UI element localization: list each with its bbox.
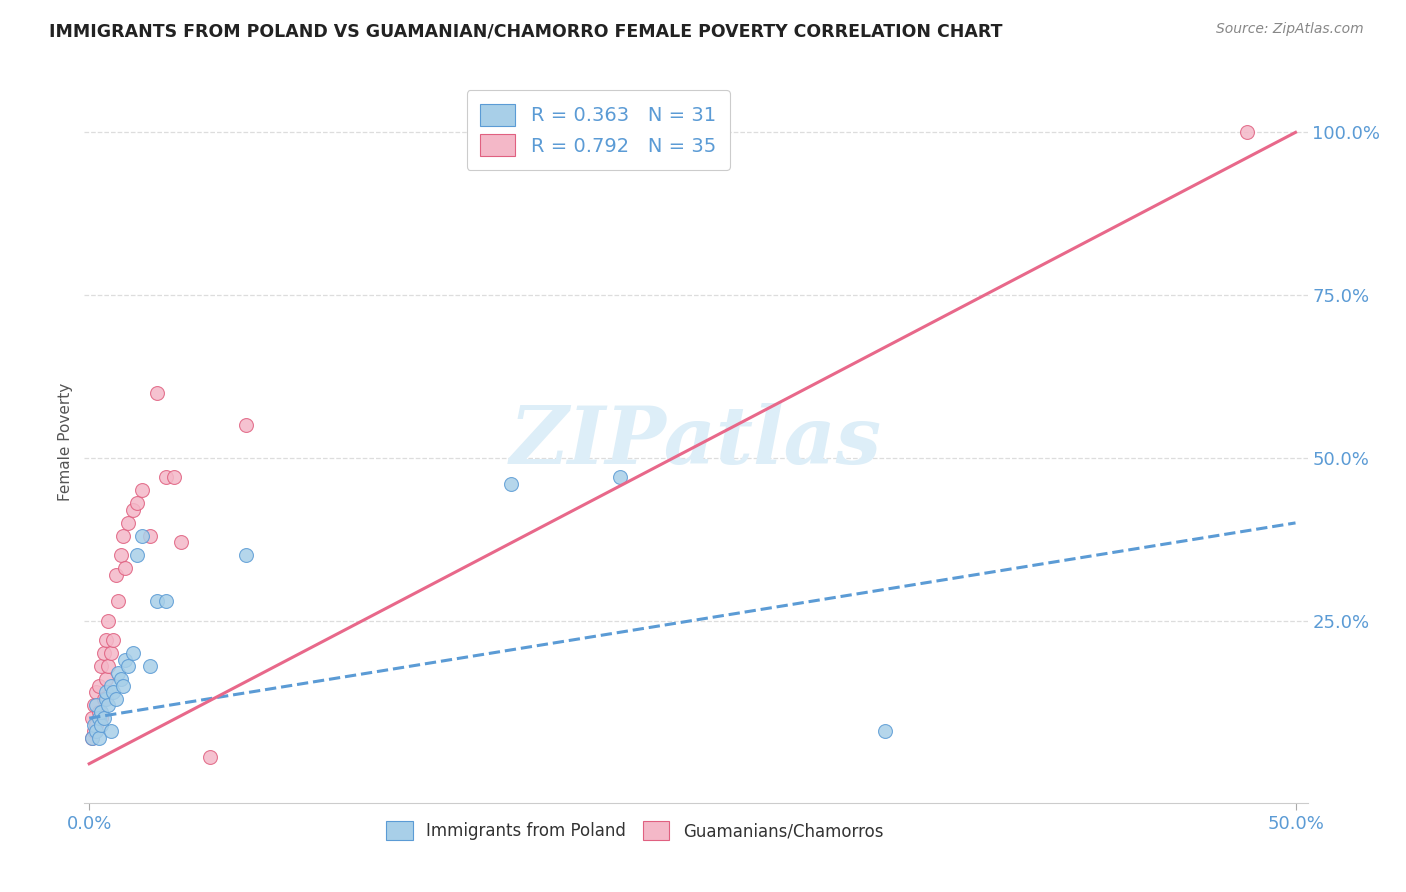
Point bbox=[97, 614, 120, 628]
Point bbox=[170, 535, 193, 549]
Point bbox=[138, 529, 160, 543]
Point bbox=[80, 711, 103, 725]
Point bbox=[121, 646, 143, 660]
Point bbox=[131, 483, 153, 498]
Point bbox=[145, 385, 167, 400]
Point bbox=[117, 516, 139, 530]
Point bbox=[235, 418, 257, 433]
Point bbox=[501, 476, 523, 491]
Point bbox=[94, 691, 117, 706]
Point bbox=[162, 470, 184, 484]
Point bbox=[111, 529, 134, 543]
Point bbox=[86, 698, 108, 713]
Point bbox=[90, 659, 112, 673]
Point bbox=[145, 594, 167, 608]
Point bbox=[107, 665, 129, 680]
Point bbox=[117, 659, 139, 673]
Point bbox=[121, 503, 143, 517]
Point bbox=[93, 711, 115, 725]
Point bbox=[90, 717, 112, 731]
Point bbox=[107, 594, 129, 608]
Point bbox=[104, 691, 127, 706]
Point bbox=[87, 679, 110, 693]
Point bbox=[86, 685, 108, 699]
Point bbox=[875, 724, 897, 739]
Text: IMMIGRANTS FROM POLAND VS GUAMANIAN/CHAMORRO FEMALE POVERTY CORRELATION CHART: IMMIGRANTS FROM POLAND VS GUAMANIAN/CHAM… bbox=[49, 22, 1002, 40]
Point bbox=[138, 659, 160, 673]
Point bbox=[83, 724, 105, 739]
Point bbox=[110, 672, 132, 686]
Point bbox=[198, 750, 221, 764]
Y-axis label: Female Poverty: Female Poverty bbox=[58, 383, 73, 500]
Point bbox=[100, 679, 122, 693]
Point bbox=[235, 549, 257, 563]
Point bbox=[94, 672, 117, 686]
Point bbox=[155, 470, 177, 484]
Point bbox=[609, 470, 631, 484]
Point bbox=[100, 646, 122, 660]
Point bbox=[111, 679, 134, 693]
Point bbox=[86, 717, 108, 731]
Point bbox=[127, 549, 149, 563]
Point bbox=[80, 731, 103, 745]
Point bbox=[155, 594, 177, 608]
Point bbox=[87, 705, 110, 719]
Point bbox=[93, 646, 115, 660]
Point bbox=[114, 561, 136, 575]
Point bbox=[87, 711, 110, 725]
Point bbox=[83, 698, 105, 713]
Point bbox=[110, 549, 132, 563]
Text: ZIPatlas: ZIPatlas bbox=[510, 403, 882, 480]
Point bbox=[93, 691, 115, 706]
Point bbox=[83, 717, 105, 731]
Point bbox=[97, 698, 120, 713]
Point bbox=[100, 724, 122, 739]
Point bbox=[90, 705, 112, 719]
Point bbox=[1236, 125, 1258, 139]
Point bbox=[127, 496, 149, 510]
Text: Source: ZipAtlas.com: Source: ZipAtlas.com bbox=[1216, 22, 1364, 37]
Point bbox=[80, 731, 103, 745]
Point bbox=[97, 659, 120, 673]
Point bbox=[94, 685, 117, 699]
Point bbox=[131, 529, 153, 543]
Point bbox=[104, 568, 127, 582]
Point bbox=[103, 685, 125, 699]
Point bbox=[87, 731, 110, 745]
Point bbox=[90, 711, 112, 725]
Point bbox=[114, 652, 136, 666]
Point bbox=[94, 633, 117, 648]
Point bbox=[103, 633, 125, 648]
Legend: Immigrants from Poland, Guamanians/Chamorros: Immigrants from Poland, Guamanians/Chamo… bbox=[378, 813, 891, 848]
Point bbox=[86, 724, 108, 739]
